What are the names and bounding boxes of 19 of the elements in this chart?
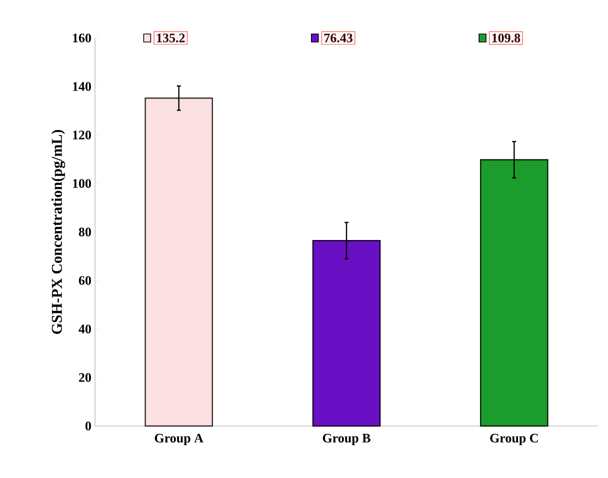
y-tick-label: 60: [78, 276, 91, 285]
annotation: 76.43: [324, 34, 352, 42]
y-tick-label: 140: [73, 82, 91, 91]
y-tick-label: 100: [73, 179, 91, 188]
x-tick-label: Group B: [322, 434, 370, 446]
x-tick-label: Group C: [490, 434, 538, 446]
y-axis-title: GSH-PX Concentration(pg/mL): [51, 130, 66, 334]
annotation: 109.8: [492, 34, 520, 42]
y-tick-label: 0: [85, 422, 91, 430]
y-tick-label: 160: [73, 34, 91, 42]
bar: [480, 159, 548, 427]
y-tick-label: 120: [73, 130, 91, 140]
y-tick-label: 20: [79, 373, 91, 382]
y-tick-label: 40: [78, 324, 91, 334]
y-tick-label: 80: [78, 228, 91, 236]
bar: [312, 240, 381, 427]
bar: [144, 98, 213, 427]
x-tick-label: Group A: [154, 434, 204, 446]
annotation: 135.2: [157, 34, 185, 42]
